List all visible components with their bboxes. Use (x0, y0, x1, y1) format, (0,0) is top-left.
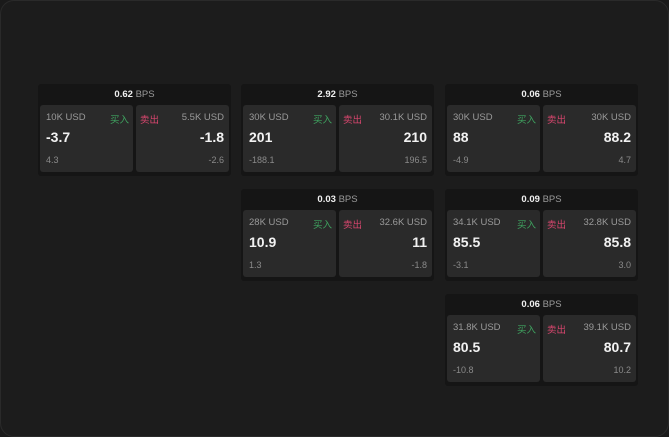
spread-value: 2.92 (317, 89, 336, 100)
sell-change: -2.6 (208, 155, 224, 165)
buy-label: 买入 (109, 115, 129, 126)
spread-value: 0.09 (521, 194, 540, 205)
buy-button[interactable]: 34.1K USD 买入 85.5 -3.1 (447, 210, 540, 277)
buy-price: 80.5 (453, 339, 481, 355)
buy-price: 88 (453, 129, 469, 145)
sell-label: 卖出 (547, 115, 567, 126)
sell-price: 210 (403, 129, 427, 145)
buy-label: 买入 (312, 115, 332, 126)
buy-price: 10.9 (249, 234, 277, 250)
spread-header: 0.06 BPS (445, 294, 638, 315)
sell-price: 11 (412, 234, 427, 250)
buy-button[interactable]: 28K USD 买入 10.9 1.3 (243, 210, 336, 277)
spread-unit: BPS (542, 89, 562, 100)
sell-button[interactable]: 卖出 30.1K USD 210 196.5 (339, 105, 432, 172)
spread-value: 0.06 (521, 299, 540, 310)
spread-unit: BPS (338, 89, 358, 100)
sell-label: 卖出 (547, 220, 567, 231)
buy-quantity: 10K USD (46, 112, 86, 123)
buy-change: -3.1 (453, 260, 469, 270)
spread-header: 0.09 BPS (445, 189, 638, 210)
quote-card: 0.06 BPS 31.8K USD 买入 80.5 -10.8 卖出 39.1… (445, 294, 638, 386)
buy-quantity: 28K USD (249, 217, 289, 228)
sell-quantity: 39.1K USD (583, 322, 631, 333)
buy-button[interactable]: 10K USD 买入 -3.7 4.3 (40, 105, 133, 172)
sell-button[interactable]: 卖出 5.5K USD -1.8 -2.6 (136, 105, 229, 172)
buy-price: 85.5 (453, 234, 481, 250)
sell-change: 3.0 (618, 260, 631, 270)
quote-card: 0.06 BPS 30K USD 买入 88 -4.9 卖出 30K USD 8… (445, 84, 638, 176)
sell-quantity: 32.8K USD (583, 217, 631, 228)
buy-change: 4.3 (46, 155, 59, 165)
sell-button[interactable]: 卖出 30K USD 88.2 4.7 (543, 105, 636, 172)
sell-button[interactable]: 卖出 32.6K USD 11 -1.8 (339, 210, 432, 277)
spread-unit: BPS (542, 299, 562, 310)
buy-quantity: 34.1K USD (453, 217, 501, 228)
spread-header: 0.62 BPS (38, 84, 231, 105)
quote-card: 0.62 BPS 10K USD 买入 -3.7 4.3 卖出 5.5K USD… (38, 84, 231, 176)
spread-header: 0.03 BPS (241, 189, 434, 210)
buy-change: -4.9 (453, 155, 469, 165)
sell-price: 88.2 (603, 129, 631, 145)
buy-quantity: 30K USD (453, 112, 493, 123)
spread-unit: BPS (542, 194, 562, 205)
sell-change: 10.2 (613, 365, 631, 375)
sell-quantity: 30.1K USD (379, 112, 427, 123)
sell-label: 卖出 (343, 220, 363, 231)
buy-label: 买入 (516, 325, 536, 336)
sell-quantity: 30K USD (591, 112, 631, 123)
sell-label: 卖出 (343, 115, 363, 126)
buy-change: -188.1 (249, 155, 275, 165)
sell-quantity: 5.5K USD (181, 112, 224, 123)
sell-label: 卖出 (140, 115, 160, 126)
buy-button[interactable]: 30K USD 买入 88 -4.9 (447, 105, 540, 172)
spread-header: 2.92 BPS (241, 84, 434, 105)
buy-change: 1.3 (249, 260, 262, 270)
quote-card: 0.09 BPS 34.1K USD 买入 85.5 -3.1 卖出 32.8K… (445, 189, 638, 281)
sell-change: 4.7 (618, 155, 631, 165)
quote-card: 2.92 BPS 30K USD 买入 201 -188.1 卖出 30.1K … (241, 84, 434, 176)
sell-price: -1.8 (199, 129, 224, 145)
sell-change: -1.8 (411, 260, 427, 270)
buy-label: 买入 (516, 220, 536, 231)
buy-quantity: 30K USD (249, 112, 289, 123)
sell-quantity: 32.6K USD (379, 217, 427, 228)
buy-quantity: 31.8K USD (453, 322, 501, 333)
spread-value: 0.62 (114, 89, 133, 100)
sell-button[interactable]: 卖出 39.1K USD 80.7 10.2 (543, 315, 636, 382)
sell-button[interactable]: 卖出 32.8K USD 85.8 3.0 (543, 210, 636, 277)
buy-label: 买入 (312, 220, 332, 231)
spread-value: 0.06 (521, 89, 540, 100)
buy-label: 买入 (516, 115, 536, 126)
spread-unit: BPS (338, 194, 358, 205)
sell-label: 卖出 (547, 325, 567, 336)
sell-change: 196.5 (404, 155, 427, 165)
quote-card: 0.03 BPS 28K USD 买入 10.9 1.3 卖出 32.6K US… (241, 189, 434, 281)
buy-button[interactable]: 31.8K USD 买入 80.5 -10.8 (447, 315, 540, 382)
buy-price: -3.7 (46, 129, 71, 145)
buy-change: -10.8 (453, 365, 474, 375)
sell-price: 85.8 (603, 234, 631, 250)
buy-price: 201 (249, 129, 273, 145)
spread-header: 0.06 BPS (445, 84, 638, 105)
spread-unit: BPS (135, 89, 155, 100)
sell-price: 80.7 (603, 339, 631, 355)
buy-button[interactable]: 30K USD 买入 201 -188.1 (243, 105, 336, 172)
spread-value: 0.03 (317, 194, 336, 205)
